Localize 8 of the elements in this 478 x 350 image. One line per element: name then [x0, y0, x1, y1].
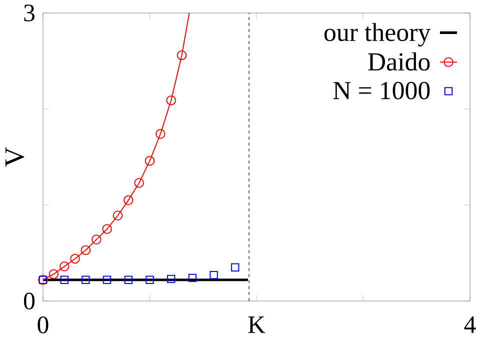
x-tick-label: 0: [38, 316, 48, 334]
x-tick-label: K: [248, 316, 266, 333]
x-tick-label: 4: [464, 316, 476, 333]
legend-label: Daido: [368, 52, 430, 71]
legend-label: N = 1000: [333, 82, 430, 100]
y-tick-label: 3: [24, 4, 35, 22]
y-axis-title: V: [6, 147, 24, 167]
legend-label: our theory: [324, 22, 431, 47]
